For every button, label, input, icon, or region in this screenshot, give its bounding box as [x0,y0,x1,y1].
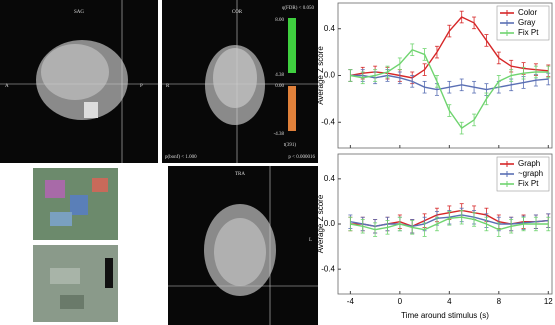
matrix-cell [50,268,80,284]
panel-title: TRA [235,172,245,177]
matrix-cell [50,212,72,226]
orientation: L [309,238,312,243]
series-line [350,216,549,231]
x-axis-label: Time around stimulus (s) [401,311,489,320]
matrix-cell [105,258,113,288]
brain-cor-inner [213,48,257,108]
legend-label: Fix Pt [518,179,539,188]
series-line [350,74,549,91]
matrix-cell [45,180,65,198]
scale-label: -4.38 [274,132,285,137]
y-tick-label: 0.4 [324,24,336,33]
orientation: P [140,84,143,89]
legend-label: Graph [518,159,540,168]
y-tick-label: 0.0 [324,71,336,80]
scale-label: 0.00 [275,84,284,89]
matrix-cell [92,178,108,192]
legend-label: Gray [518,18,535,27]
colorbar-pos [288,18,296,73]
y-axis-label: Average Z score [316,194,325,253]
activation [84,102,98,118]
y-axis-label: Average Z score [316,46,325,105]
legend-label: Color [518,8,537,17]
x-tick-label: 4 [447,297,452,306]
panel-title: COR [232,10,243,15]
colorbar-neg [288,86,296,131]
orientation: A [5,84,9,89]
orientation: R [166,84,170,89]
legend-label: ~graph [518,169,543,178]
scale-label: 8.00 [275,18,284,23]
panel-title: SAG [74,10,84,15]
brain-tra-inner [214,218,266,286]
y-tick-label: 0.4 [324,174,336,183]
brain-sag-inner [41,44,109,100]
scale-label: 4.38 [275,73,284,78]
p-right: p < 0.000016 [288,155,315,160]
matrix-cell [70,195,88,215]
legend-label: Fix Pt [518,28,539,37]
x-tick-label: 8 [497,297,502,306]
x-tick-label: 0 [398,297,403,306]
y-tick-label: -0.4 [321,264,335,273]
scale-foot: t(391) [284,143,297,148]
scale-title: q(FDR) < 0.050 [282,6,315,11]
matrix-cell [60,295,84,309]
series-line [350,48,549,130]
x-tick-label: -4 [347,297,355,306]
p-left: p(bonf) < 1.000 [165,155,197,160]
x-tick-label: 12 [544,297,553,306]
y-tick-label: 0.0 [324,219,336,228]
y-tick-label: -0.4 [321,117,335,126]
